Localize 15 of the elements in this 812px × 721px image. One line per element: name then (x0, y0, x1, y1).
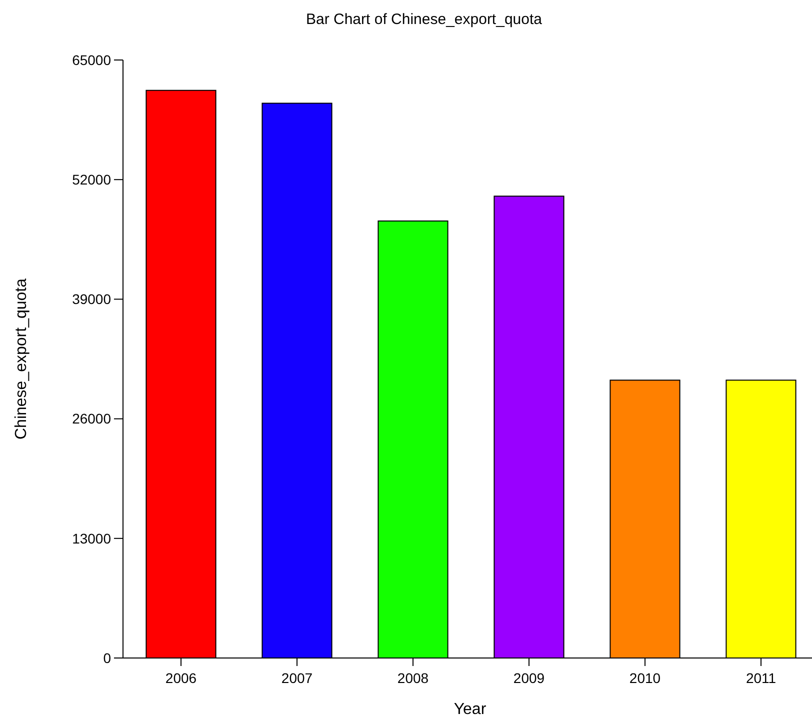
y-tick-label: 0 (103, 650, 112, 666)
x-tick-label: 2007 (281, 670, 313, 686)
x-tick-label: 2010 (629, 670, 661, 686)
y-tick-label: 39000 (72, 291, 112, 308)
y-axis-title: Chinese_export_quota (13, 278, 30, 440)
x-tick-label: 2006 (165, 670, 197, 686)
chart-title: Bar Chart of Chinese_export_quota (306, 11, 543, 28)
x-tick-label: 2011 (746, 670, 776, 686)
y-tick-label: 13000 (72, 530, 112, 546)
y-tick-label: 52000 (72, 172, 112, 188)
x-tick-label: 2008 (397, 670, 429, 686)
y-tick-label: 26000 (72, 410, 112, 427)
y-tick-label: 65000 (72, 52, 112, 68)
x-tick-label: 2009 (513, 670, 545, 686)
x-axis-title: Year (454, 701, 487, 718)
